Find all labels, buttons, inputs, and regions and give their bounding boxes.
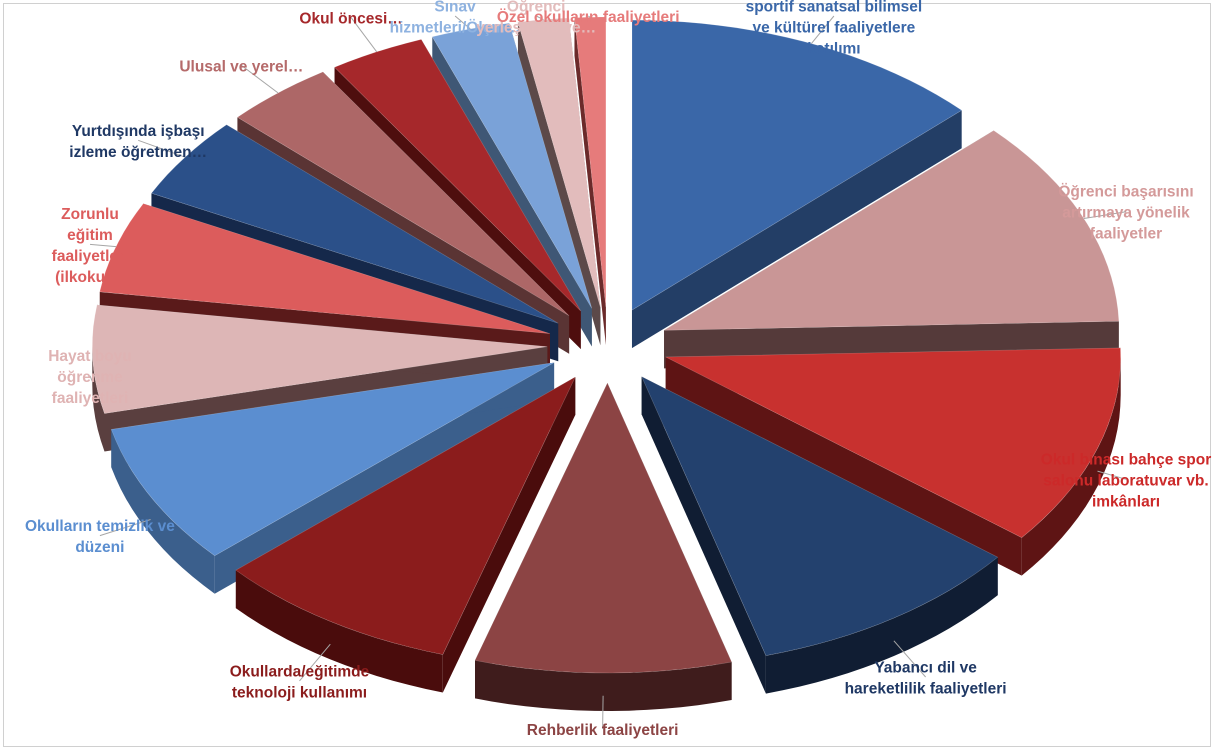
slice-label-7: Okulların temizlik ve düzeni [25, 518, 175, 556]
slice-top-face [665, 347, 1122, 538]
pie-slice-1 [631, 19, 963, 349]
slice-label-line: faaliyetleri [52, 248, 129, 265]
slice-outer-face [475, 660, 732, 711]
slice-label-line: Hayat boyu [48, 348, 132, 365]
slice-label-11: Ulusal ve yerel… [179, 58, 303, 75]
slice-label-2: Öğrenci başarısını artırmaya yönelik faali… [1058, 184, 1193, 243]
slice-top-face [110, 362, 555, 557]
leader-line [99, 519, 151, 537]
leader-line [299, 643, 331, 682]
slice-label-line: imkânları [1092, 493, 1160, 510]
slice-label-3: Okul binası bahçe spor salonu laboratuvar… [1041, 451, 1212, 510]
slice-label-line: yerleştirme ve… [476, 20, 596, 37]
slice-side-face [517, 22, 601, 346]
slice-label-line: hizmetleri/Ölçm… [390, 20, 521, 37]
slice-label-15: Özel okulların faaliyetleri [497, 9, 680, 26]
slice-side-face [442, 377, 576, 693]
slice-label-4: Yabancı dil ve hareketlilik faaliyetleri [845, 660, 1007, 698]
pie-slice-6 [235, 376, 576, 693]
slice-label-6: Okullarda/eğitimde teknoloji kullanımı [230, 663, 370, 701]
leader-line [1097, 470, 1127, 480]
slice-label-13: Sınav hizmetleri/Ölçm… [390, 0, 521, 37]
slice-label-line: eğitim [67, 227, 113, 244]
slice-label-line: Özel okulların faaliyetleri [497, 9, 680, 26]
slice-label-line: Rehberlik faaliyetleri [527, 722, 679, 739]
pie-slice-4 [641, 375, 999, 694]
slice-top-face [236, 71, 570, 317]
slice-label-line: Öğrenci başarısını [1058, 184, 1193, 201]
slice-label-line: Zorunlu [61, 206, 119, 223]
leader-line [587, 15, 591, 18]
slice-side-face [641, 376, 766, 694]
slice-side-face [631, 110, 962, 349]
leader-line [1083, 211, 1127, 219]
leader-line [350, 17, 378, 53]
slice-label-line: Sınav [434, 0, 476, 16]
slice-label-line: Öğrenci [507, 0, 566, 16]
slice-top-face [99, 203, 551, 334]
slice-label-line: faaliyetler [1090, 226, 1162, 243]
leader-line [138, 139, 186, 158]
slice-label-line: hareketlilik faaliyetleri [845, 681, 1007, 698]
slice-label-line: Okullarda/eğitimde [230, 663, 370, 680]
leader-line [89, 243, 117, 248]
slice-label-5: Rehberlik faaliyetleri [527, 722, 679, 739]
pie-slice-3 [665, 347, 1122, 576]
slice-label-14: Öğrenci yerleştirme ve… [476, 0, 596, 37]
slice-label-line: teknoloji kullanımı [232, 684, 367, 701]
slice-top-face [631, 19, 963, 311]
slice-label-line: (ilkokul… [55, 269, 125, 286]
leader-line [602, 695, 604, 730]
slice-label-8: Hayat boyu öğrenme faaliyetleri [48, 348, 132, 407]
pie-slice-5 [474, 382, 733, 711]
slice-label-line: Okul binası bahçe spor [1041, 451, 1212, 468]
leader-line [89, 375, 94, 383]
slice-label-line: öğrenme [57, 369, 123, 386]
slice-label-line: katılımı [807, 41, 860, 58]
slice-side-face [574, 17, 606, 346]
slice-label-line: sportif sanatsal bilimsel [746, 0, 923, 16]
leader-line [241, 65, 279, 94]
slice-label-9: Zorunlu eğitim faaliyetleri (ilkokul… [52, 206, 129, 286]
leader-line [454, 15, 471, 30]
slice-top-face [641, 375, 999, 656]
slice-outer-face [111, 429, 215, 594]
slice-outer-face [92, 346, 105, 452]
slice-outer-face [765, 557, 998, 694]
slice-label-1: Öğrencilerin sosyalsportif sanatsal bili… [746, 0, 923, 58]
slice-top-face [235, 376, 576, 655]
slice-top-face [662, 130, 1120, 331]
slice-label-12: Okul öncesi… [299, 11, 402, 28]
leader-line [535, 15, 544, 21]
slice-label-10: Yurtdışında işbaşı izleme öğretmen… [69, 123, 207, 161]
slice-label-line: salonu laboratuvar vb. [1043, 472, 1208, 489]
leader-line [811, 15, 835, 44]
slice-side-face [665, 356, 1022, 576]
slice-label-line: Okulların temizlik ve [25, 518, 175, 535]
leader-line [893, 640, 926, 678]
slice-label-line: Yurtdışında işbaşı [72, 123, 205, 140]
slice-label-line: artırmaya yönelik [1062, 205, 1190, 222]
slice-top-face [91, 304, 548, 414]
slice-outer-face [235, 570, 443, 693]
slice-label-line: düzeni [75, 539, 124, 556]
slice-top-face [474, 382, 733, 674]
slice-label-line: Ulusal ve yerel… [179, 58, 303, 75]
slice-label-line: ve kültürel faaliyetlere [752, 20, 915, 37]
slice-label-line: Okul öncesi… [299, 11, 402, 28]
slice-label-line: faaliyetleri [52, 390, 129, 407]
slice-outer-face [1021, 357, 1121, 576]
slice-label-line: Yabancı dil ve [874, 660, 977, 677]
slice-label-line: izleme öğretmen… [69, 144, 207, 161]
